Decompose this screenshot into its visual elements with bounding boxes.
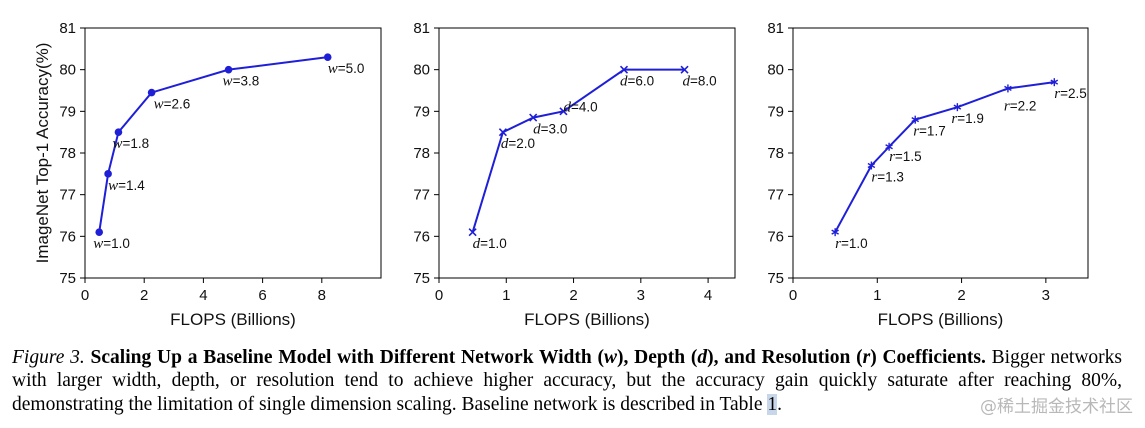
y-tick-label: 78 xyxy=(413,145,430,162)
data-label: r=1.5 xyxy=(889,149,922,165)
data-label: r=1.3 xyxy=(871,170,904,186)
series-line xyxy=(471,68,685,233)
data-label: d=8.0 xyxy=(683,74,717,90)
x-tick-label: 6 xyxy=(258,287,266,304)
y-tick-label: 79 xyxy=(59,103,76,120)
data-point xyxy=(114,128,123,136)
data-label: r=2.2 xyxy=(1004,98,1037,114)
data-label: w=3.8 xyxy=(223,74,260,90)
y-tick-label: 78 xyxy=(59,145,76,162)
data-point xyxy=(224,65,233,74)
data-label: r=1.7 xyxy=(913,124,946,140)
y-tick-label: 81 xyxy=(413,20,430,37)
figure-caption: Figure 3. Scaling Up a Baseline Model wi… xyxy=(12,347,1123,415)
data-label: w=1.8 xyxy=(112,136,149,152)
y-tick-label: 76 xyxy=(767,228,784,245)
data-label: d=3.0 xyxy=(533,122,567,138)
chart-panel-1: 0 2 4 6 8 75 76 77 78 79 80 81 FLOPS (Billions) Image… xyxy=(33,20,382,329)
x-tick-label: 3 xyxy=(1042,287,1050,304)
data-label: w=2.6 xyxy=(154,97,191,113)
figure-charts: 0 2 4 6 8 75 76 77 78 79 80 81 FLOPS (Billions) Image… xyxy=(33,20,1089,329)
x-tick-label: 4 xyxy=(199,287,207,304)
data-point xyxy=(104,170,112,178)
x-tick-label: 2 xyxy=(140,287,148,304)
y-tick-label: 78 xyxy=(767,145,784,162)
x-axis-label: FLOPS (Billions) xyxy=(878,310,1004,329)
x-axis-label: FLOPS (Billions) xyxy=(524,310,650,329)
data-point xyxy=(1050,78,1059,87)
data-point xyxy=(619,65,629,74)
data-label: d=6.0 xyxy=(620,74,654,90)
data-point xyxy=(529,113,538,122)
data-label: w=1.4 xyxy=(108,178,145,194)
data-point xyxy=(147,88,156,97)
data-point xyxy=(1004,84,1012,93)
x-tick-label: 3 xyxy=(637,287,645,304)
y-tick-label: 75 xyxy=(767,270,784,287)
x-tick-label: 2 xyxy=(569,287,577,304)
caption-body: Bigger networks with larger width, depth… xyxy=(12,347,1123,415)
data-label: w=5.0 xyxy=(328,61,365,77)
data-point xyxy=(911,115,920,124)
data-point xyxy=(867,161,876,170)
x-tick-label: 2 xyxy=(957,287,965,304)
data-point xyxy=(95,228,104,236)
y-tick-label: 76 xyxy=(59,228,76,245)
y-tick-label: 79 xyxy=(767,103,784,120)
y-tick-label: 77 xyxy=(413,187,430,204)
data-point xyxy=(953,103,962,112)
x-tick-label: 1 xyxy=(502,287,510,304)
x-tick-label: 4 xyxy=(704,287,712,304)
y-tick-label: 75 xyxy=(59,270,76,287)
series-line xyxy=(98,56,328,233)
data-label: d=4.0 xyxy=(563,99,597,115)
data-point xyxy=(680,65,689,74)
data-point xyxy=(559,107,568,116)
data-label: d=2.0 xyxy=(501,136,535,152)
x-tick-label: 0 xyxy=(789,287,797,304)
caption-title: Scaling Up a Baseline Model with Differe… xyxy=(90,347,986,368)
data-label: w=1.0 xyxy=(93,236,130,252)
data-label: r=1.0 xyxy=(835,236,868,252)
data-label: r=1.9 xyxy=(951,111,984,127)
y-tick-label: 80 xyxy=(413,62,430,79)
chart-panel-2: 0 1 2 3 4 75 76 77 78 79 80 81 FLOPS (Billions) d=1.0… xyxy=(413,20,736,329)
x-tick-label: 0 xyxy=(81,287,89,304)
y-tick-label: 80 xyxy=(59,62,76,79)
y-tick-label: 79 xyxy=(413,103,430,120)
y-tick-label: 77 xyxy=(59,187,76,204)
data-point xyxy=(885,142,893,151)
watermark: @稀土掘金技术社区 xyxy=(980,397,1133,417)
y-tick-label: 77 xyxy=(767,187,784,204)
y-tick-label: 81 xyxy=(59,20,76,37)
data-label: d=1.0 xyxy=(473,236,507,252)
data-point xyxy=(831,228,839,237)
table-reference-link[interactable]: 1 xyxy=(767,393,778,415)
figure-label: Figure 3. xyxy=(12,347,85,368)
data-point xyxy=(468,228,477,237)
x-tick-label: 0 xyxy=(435,287,443,304)
y-tick-label: 81 xyxy=(767,20,784,37)
data-point xyxy=(498,128,507,137)
chart-panel-3: 0 1 2 3 75 76 77 78 79 80 81 FLOPS (Billions) r=1.0 r… xyxy=(767,20,1089,329)
y-axis-label: ImageNet Top-1 Accuracy(%) xyxy=(33,43,52,264)
x-axis-label: FLOPS (Billions) xyxy=(170,310,296,329)
y-tick-label: 75 xyxy=(413,270,430,287)
x-tick-label: 1 xyxy=(873,287,881,304)
data-point xyxy=(323,53,332,61)
data-label: r=2.5 xyxy=(1054,86,1087,102)
y-tick-label: 76 xyxy=(413,228,430,245)
x-tick-label: 8 xyxy=(318,287,326,304)
y-tick-label: 80 xyxy=(767,62,784,79)
